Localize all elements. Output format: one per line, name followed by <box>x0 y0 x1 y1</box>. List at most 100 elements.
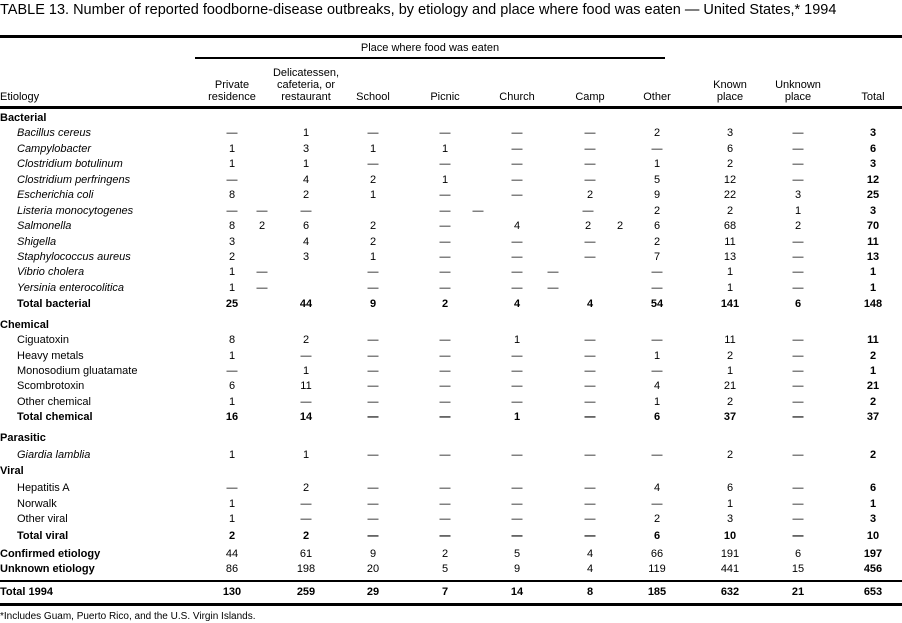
column-header: Other <box>612 91 702 103</box>
table-cell: 61 <box>299 548 313 560</box>
table-cell: — <box>511 251 523 263</box>
column-header: Picnic <box>400 91 490 103</box>
row-label: Chemical <box>0 319 49 331</box>
table-cell: 2 <box>441 298 449 310</box>
table-cell: 119 <box>648 563 666 575</box>
table-cell: 2 <box>369 236 377 248</box>
table-cell: — <box>511 236 523 248</box>
column-header-line: Total <box>861 91 885 103</box>
table-cell: — <box>651 266 663 278</box>
table-cell: — <box>792 282 804 294</box>
table-cell: 4 <box>513 220 521 232</box>
table-cell: — <box>439 127 451 139</box>
table-cell: 37 <box>723 411 737 423</box>
table-cell: 148 <box>863 298 883 310</box>
table-cell: 4 <box>653 482 661 494</box>
table-cell: 44 <box>225 548 239 560</box>
table-cell: 9 <box>369 548 377 560</box>
table-cell: — <box>256 205 268 217</box>
column-header-line: residence <box>208 91 256 103</box>
table-cell: 4 <box>653 380 661 392</box>
table-cell: 1 <box>228 143 236 155</box>
row-label: Clostridium botulinum <box>17 158 123 170</box>
table-cell: — <box>584 449 596 461</box>
table-cell: — <box>584 143 596 155</box>
table-cell: 5 <box>441 563 449 575</box>
table-cell: 1 <box>513 334 521 346</box>
row-label: Total chemical <box>17 411 93 423</box>
row-label: Ciguatoxin <box>17 334 69 346</box>
footnote: *Includes Guam, Puerto Rico, and the U.S… <box>0 611 256 622</box>
table-cell: — <box>511 174 523 186</box>
table-cell: 6 <box>653 530 661 542</box>
table-cell: 2 <box>441 548 449 560</box>
table-cell: 2 <box>584 220 592 232</box>
table-cell: — <box>511 158 523 170</box>
table-cell: — <box>547 282 559 294</box>
table-cell: — <box>511 127 523 139</box>
table-cell: — <box>439 236 451 248</box>
table-cell: — <box>439 482 451 494</box>
table-cell: 9 <box>369 298 377 310</box>
table-cell: 2 <box>653 127 661 139</box>
table-cell: 9 <box>513 563 521 575</box>
table-cell: 1 <box>726 266 734 278</box>
table-cell: — <box>511 350 523 362</box>
table-cell: 130 <box>222 586 242 598</box>
column-header: School <box>328 91 418 103</box>
table-cell: 8 <box>586 586 594 598</box>
table-cell: 1 <box>302 127 310 139</box>
table-cell: 12 <box>866 174 880 186</box>
table-cell: — <box>439 282 451 294</box>
row-label: Salmonella <box>17 220 72 232</box>
table-cell: — <box>792 127 804 139</box>
table-cell: 1 <box>869 365 877 377</box>
table-cell: — <box>439 513 451 525</box>
table-cell: — <box>439 530 451 542</box>
table-cell: — <box>792 158 804 170</box>
table-cell: — <box>367 334 379 346</box>
table-cell: — <box>300 498 312 510</box>
table-cell: 6 <box>653 411 661 423</box>
table-cell: — <box>511 482 523 494</box>
column-header-line: Known <box>713 79 747 91</box>
table-cell: — <box>584 482 596 494</box>
table-cell: 2 <box>302 482 310 494</box>
table-cell: 2 <box>369 174 377 186</box>
table-cell: — <box>584 127 596 139</box>
row-label: Bacterial <box>0 112 47 124</box>
table-cell: — <box>584 350 596 362</box>
table-cell: 8 <box>228 189 236 201</box>
table-cell: — <box>792 530 804 542</box>
table-cell: 70 <box>866 220 880 232</box>
table-cell: 2 <box>302 334 310 346</box>
table-cell: — <box>651 449 663 461</box>
table-cell: — <box>367 350 379 362</box>
table-cell: 20 <box>366 563 380 575</box>
table-cell: — <box>439 251 451 263</box>
total-rule <box>0 580 902 582</box>
row-label: Total 1994 <box>0 586 53 598</box>
table-cell: 2 <box>302 530 310 542</box>
table-cell: 68 <box>723 220 737 232</box>
table-cell: 3 <box>869 513 877 525</box>
table-cell: — <box>439 411 451 423</box>
column-header-line: Camp <box>575 91 605 103</box>
table-cell: 7 <box>653 251 661 263</box>
table-cell: 4 <box>302 236 310 248</box>
table-cell: — <box>792 334 804 346</box>
table-cell: 1 <box>228 449 236 461</box>
column-header: Unknown place <box>753 79 843 103</box>
table-cell: 4 <box>513 298 521 310</box>
table-cell: — <box>367 127 379 139</box>
table-cell: 632 <box>720 586 740 598</box>
table-cell: 29 <box>366 586 380 598</box>
row-label: Total viral <box>17 530 69 542</box>
table-cell: — <box>584 158 596 170</box>
table-cell: — <box>584 530 596 542</box>
table-cell: 1 <box>653 158 661 170</box>
table-cell: — <box>547 266 559 278</box>
row-label: Clostridium perfringens <box>17 174 131 186</box>
table-cell: 2 <box>726 396 734 408</box>
table-cell: 6 <box>228 380 236 392</box>
